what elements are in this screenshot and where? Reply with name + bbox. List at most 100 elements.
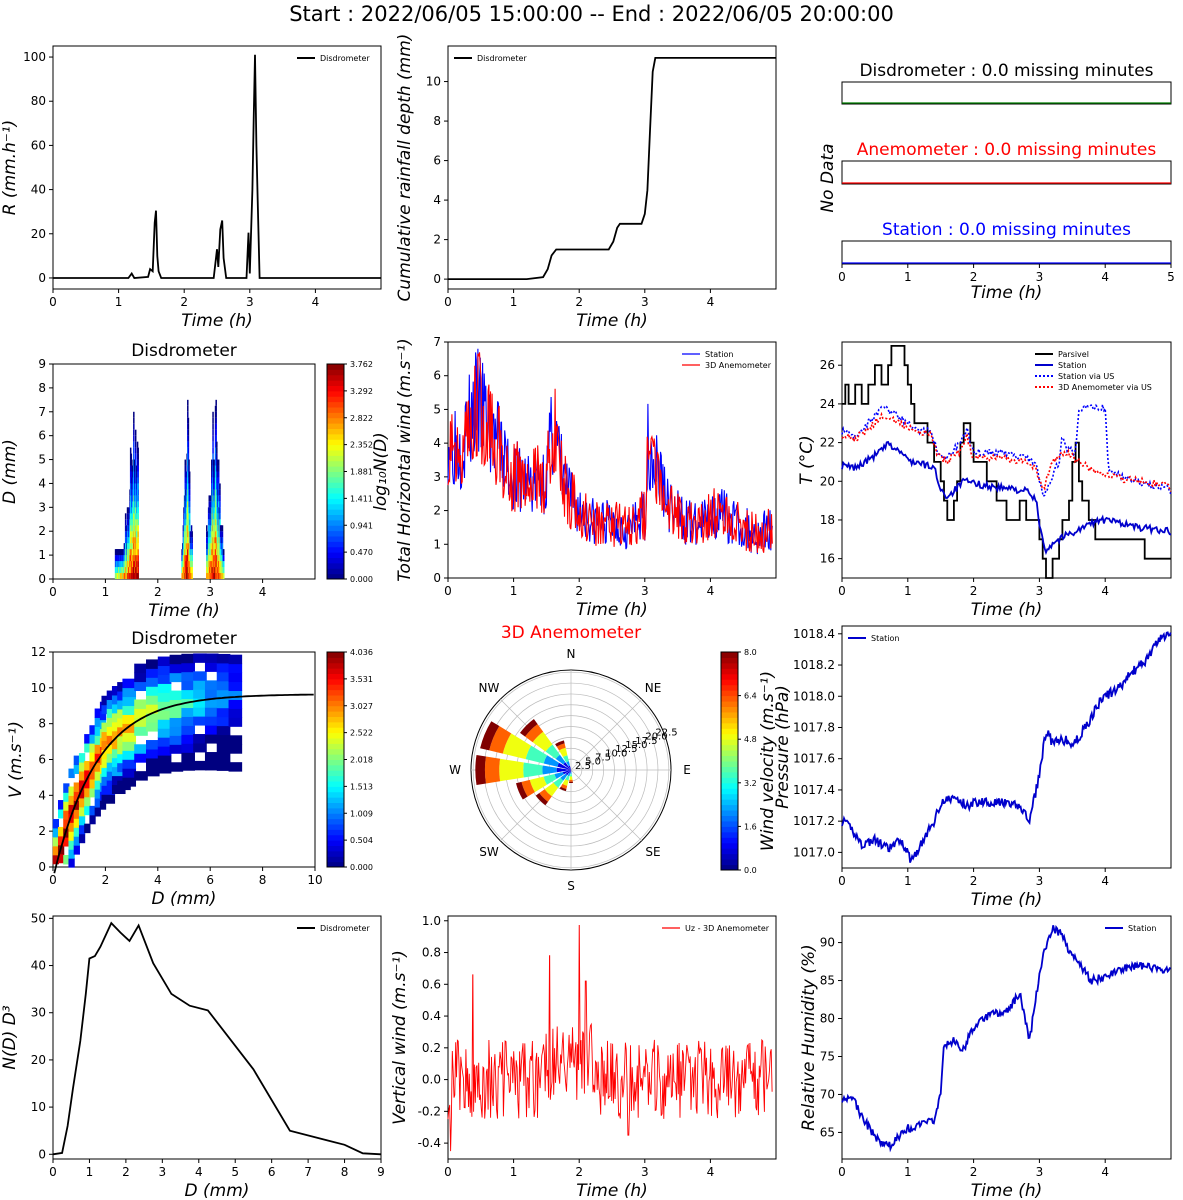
radial-tick-label: 22.5 (655, 728, 677, 739)
y-tick-label: 24 (820, 397, 835, 411)
heatmap-cell (68, 849, 75, 859)
colorbar-cell (327, 460, 344, 467)
y-tick-label: 10 (31, 681, 46, 695)
x-tick-label: 0 (49, 873, 57, 887)
heatmap-cell (137, 471, 139, 478)
colorbar-cell (327, 412, 344, 419)
heatmap-cell (84, 823, 91, 834)
heatmap-cell (169, 735, 184, 745)
heatmap-cell (57, 800, 65, 810)
colorbar-cell (327, 850, 344, 857)
colorbar-tick-label: 0.0 (744, 866, 757, 875)
heatmap-cell (68, 804, 75, 814)
heatmap-cell (215, 435, 217, 442)
y-tick-label: 80 (31, 94, 46, 108)
colorbar-cell (327, 781, 344, 787)
y-tick-label: 65 (820, 1125, 835, 1139)
colorbar-cell (327, 385, 344, 392)
heatmap-cell (215, 411, 217, 418)
heatmap-cell (181, 680, 195, 691)
heatmap-cell (215, 405, 217, 412)
heatmap-cell (94, 798, 101, 808)
heatmap-cell (134, 726, 148, 736)
colorbar-tick-label: 3.292 (350, 387, 373, 396)
heatmap-cell (125, 531, 128, 538)
heatmap-cell (219, 513, 221, 520)
colorbar-cell (721, 728, 738, 735)
heatmap-cell (89, 743, 96, 753)
rose-segment (563, 755, 569, 763)
heatmap-cell (219, 519, 221, 526)
heatmap-cell (222, 561, 225, 568)
chart-title: 3D Anemometer (501, 623, 641, 643)
heatmap-cell (124, 519, 127, 526)
heatmap-cell (204, 725, 219, 735)
heatmap-cell (181, 761, 195, 771)
heatmap-cell (216, 477, 219, 484)
colorbar-cell (721, 668, 738, 675)
heatmap-cell (137, 561, 139, 568)
series-line-station (841, 925, 1171, 1153)
colorbar-cell (327, 471, 344, 478)
rose-segment (554, 772, 564, 779)
direction-label: NE (645, 681, 662, 695)
heatmap-cell (228, 672, 243, 683)
colorbar-cell (721, 831, 738, 838)
heatmap-cell (208, 495, 211, 502)
heatmap-cell (212, 459, 215, 466)
heatmap-cell (217, 495, 220, 502)
heatmap-cell (78, 779, 86, 790)
colorbar-cell (327, 439, 344, 446)
heatmap-cell (68, 831, 75, 841)
heatmap-cell (134, 744, 148, 754)
heatmap-cell (157, 701, 172, 711)
heatmap-cell (134, 459, 137, 466)
colorbar-tick-label: 1.009 (350, 809, 373, 818)
heatmap-cell (216, 453, 218, 460)
heatmap-cell (94, 708, 101, 718)
colorbar-cell (721, 706, 738, 713)
x-axis-label: D (mm) (152, 889, 217, 909)
colorbar-tick-label: 2.522 (350, 729, 373, 738)
heatmap-cell (157, 683, 172, 693)
heatmap-cell (215, 429, 217, 436)
heatmap-cell (222, 567, 225, 574)
rose-segment (529, 776, 547, 793)
colorbar-cell (327, 721, 344, 728)
colorbar-cell (721, 782, 738, 789)
colorbar-tick-label: 1.881 (350, 468, 373, 477)
colorbar-cell (327, 802, 344, 809)
colorbar-cell (327, 541, 344, 548)
x-tick-label: 1 (510, 584, 518, 598)
colorbar-cell (327, 546, 344, 553)
colorbar-tick-label: 2.822 (350, 414, 373, 423)
series-line-3d-anemometer-via-us (841, 411, 1172, 492)
heatmap-cell (133, 447, 135, 454)
heatmap-cell (228, 681, 243, 692)
heatmap-cell (133, 417, 135, 424)
rose-segment (559, 786, 567, 792)
heatmap-cell (101, 794, 116, 804)
legend-entry: Station (1058, 361, 1086, 370)
heatmap-cell (157, 692, 172, 702)
heatmap-cell (212, 417, 214, 424)
x-tick-label: 1 (102, 585, 110, 599)
heatmap-cell (146, 668, 160, 678)
heatmap-cell (52, 827, 60, 838)
rose-segment (502, 733, 532, 760)
y-tick-label: 70 (820, 1087, 835, 1101)
rose-segment (489, 726, 512, 754)
legend-entry: Disdrometer (477, 54, 527, 63)
heatmap-cell (78, 762, 86, 772)
colorbar-cell (327, 748, 344, 755)
heatmap-cell (94, 762, 101, 772)
heatmap-cell (137, 465, 139, 472)
y-tick-label: -0.2 (418, 1104, 441, 1118)
y-tick-label: 40 (31, 959, 46, 973)
y-tick-label: 100 (23, 50, 46, 64)
radial-tick-label: 5.0 (585, 757, 601, 768)
heatmap-cell (204, 689, 219, 699)
y-tick-label: 75 (820, 1049, 835, 1063)
axes-frame (52, 45, 382, 290)
heatmap-cell (222, 549, 225, 556)
